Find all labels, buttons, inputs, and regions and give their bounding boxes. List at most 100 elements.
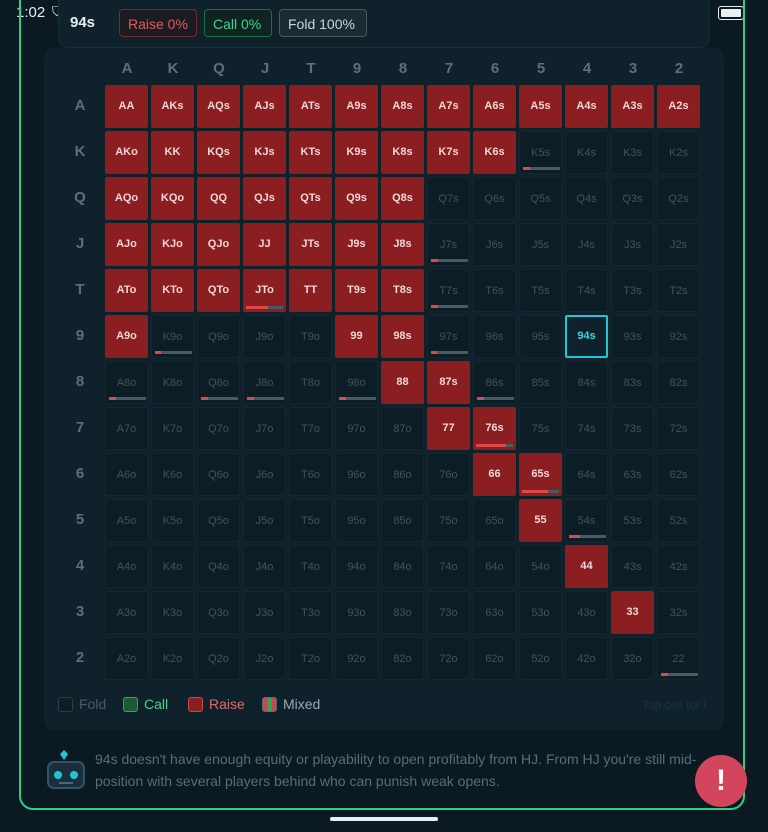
range-cell-J4s[interactable]: J4s [565,223,608,266]
range-cell-QJs[interactable]: QJs [243,177,286,220]
range-cell-QJo[interactable]: QJo [197,223,240,266]
range-cell-96o[interactable]: 96o [335,453,378,496]
range-cell-KJo[interactable]: KJo [151,223,194,266]
range-cell-Q8s[interactable]: Q8s [381,177,424,220]
range-cell-94s[interactable]: 94s [565,315,608,358]
range-cell-K2s[interactable]: K2s [657,131,700,174]
range-cell-65o[interactable]: 65o [473,499,516,542]
range-cell-K6s[interactable]: K6s [473,131,516,174]
range-cell-T7o[interactable]: T7o [289,407,332,450]
range-cell-T7s[interactable]: T7s [427,269,470,312]
range-cell-ATo[interactable]: ATo [105,269,148,312]
range-cell-84o[interactable]: 84o [381,545,424,588]
range-cell-T2o[interactable]: T2o [289,637,332,680]
range-cell-AQo[interactable]: AQo [105,177,148,220]
range-cell-T8s[interactable]: T8s [381,269,424,312]
range-cell-Q3s[interactable]: Q3s [611,177,654,220]
range-cell-T3o[interactable]: T3o [289,591,332,634]
range-cell-Q5s[interactable]: Q5s [519,177,562,220]
range-cell-QTo[interactable]: QTo [197,269,240,312]
range-cell-62s[interactable]: 62s [657,453,700,496]
range-cell-42s[interactable]: 42s [657,545,700,588]
range-cell-86o[interactable]: 86o [381,453,424,496]
range-cell-63s[interactable]: 63s [611,453,654,496]
range-cell-TT[interactable]: TT [289,269,332,312]
range-cell-Q4o[interactable]: Q4o [197,545,240,588]
range-cell-A9o[interactable]: A9o [105,315,148,358]
range-cell-52s[interactable]: 52s [657,499,700,542]
range-cell-95s[interactable]: 95s [519,315,562,358]
range-cell-Q9s[interactable]: Q9s [335,177,378,220]
range-cell-A8s[interactable]: A8s [381,85,424,128]
range-cell-Q2s[interactable]: Q2s [657,177,700,220]
range-cell-T8o[interactable]: T8o [289,361,332,404]
range-cell-73o[interactable]: 73o [427,591,470,634]
range-cell-Q5o[interactable]: Q5o [197,499,240,542]
range-cell-63o[interactable]: 63o [473,591,516,634]
range-cell-K9s[interactable]: K9s [335,131,378,174]
range-cell-J9s[interactable]: J9s [335,223,378,266]
range-cell-A3o[interactable]: A3o [105,591,148,634]
range-cell-95o[interactable]: 95o [335,499,378,542]
range-cell-J6o[interactable]: J6o [243,453,286,496]
range-cell-J5s[interactable]: J5s [519,223,562,266]
range-cell-Q6o[interactable]: Q6o [197,453,240,496]
range-cell-Q7s[interactable]: Q7s [427,177,470,220]
range-cell-J2s[interactable]: J2s [657,223,700,266]
range-cell-J9o[interactable]: J9o [243,315,286,358]
range-cell-KTs[interactable]: KTs [289,131,332,174]
range-cell-T2s[interactable]: T2s [657,269,700,312]
range-cell-T4o[interactable]: T4o [289,545,332,588]
range-cell-J2o[interactable]: J2o [243,637,286,680]
range-cell-75s[interactable]: 75s [519,407,562,450]
range-cell-K5o[interactable]: K5o [151,499,194,542]
range-cell-K7s[interactable]: K7s [427,131,470,174]
range-cell-55[interactable]: 55 [519,499,562,542]
range-cell-A7s[interactable]: A7s [427,85,470,128]
range-cell-99[interactable]: 99 [335,315,378,358]
range-cell-J8o[interactable]: J8o [243,361,286,404]
range-cell-74o[interactable]: 74o [427,545,470,588]
range-cell-KK[interactable]: KK [151,131,194,174]
range-cell-J7o[interactable]: J7o [243,407,286,450]
range-cell-42o[interactable]: 42o [565,637,608,680]
range-cell-88[interactable]: 88 [381,361,424,404]
range-cell-92o[interactable]: 92o [335,637,378,680]
range-cell-AQs[interactable]: AQs [197,85,240,128]
range-cell-43s[interactable]: 43s [611,545,654,588]
range-cell-K2o[interactable]: K2o [151,637,194,680]
range-cell-K7o[interactable]: K7o [151,407,194,450]
range-cell-JTo[interactable]: JTo [243,269,286,312]
range-cell-AKs[interactable]: AKs [151,85,194,128]
range-cell-AKo[interactable]: AKo [105,131,148,174]
range-cell-75o[interactable]: 75o [427,499,470,542]
range-cell-T9o[interactable]: T9o [289,315,332,358]
range-cell-Q7o[interactable]: Q7o [197,407,240,450]
range-cell-Q6s[interactable]: Q6s [473,177,516,220]
range-cell-J5o[interactable]: J5o [243,499,286,542]
range-cell-82s[interactable]: 82s [657,361,700,404]
range-cell-Q4s[interactable]: Q4s [565,177,608,220]
range-cell-J7s[interactable]: J7s [427,223,470,266]
range-cell-97o[interactable]: 97o [335,407,378,450]
report-button[interactable]: ! [695,755,747,807]
range-cell-A4s[interactable]: A4s [565,85,608,128]
range-cell-96s[interactable]: 96s [473,315,516,358]
range-cell-72s[interactable]: 72s [657,407,700,450]
range-cell-Q8o[interactable]: Q8o [197,361,240,404]
range-cell-92s[interactable]: 92s [657,315,700,358]
range-cell-Q9o[interactable]: Q9o [197,315,240,358]
range-cell-87s[interactable]: 87s [427,361,470,404]
range-cell-T3s[interactable]: T3s [611,269,654,312]
range-cell-94o[interactable]: 94o [335,545,378,588]
range-cell-K3o[interactable]: K3o [151,591,194,634]
range-cell-32o[interactable]: 32o [611,637,654,680]
range-cell-33[interactable]: 33 [611,591,654,634]
range-cell-KTo[interactable]: KTo [151,269,194,312]
range-cell-T9s[interactable]: T9s [335,269,378,312]
range-cell-64o[interactable]: 64o [473,545,516,588]
range-cell-A2o[interactable]: A2o [105,637,148,680]
range-cell-93s[interactable]: 93s [611,315,654,358]
range-cell-53o[interactable]: 53o [519,591,562,634]
range-cell-66[interactable]: 66 [473,453,516,496]
